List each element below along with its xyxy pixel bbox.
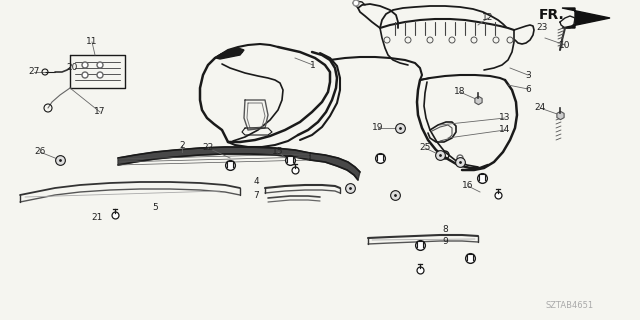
Text: 12: 12 — [483, 13, 493, 22]
Polygon shape — [310, 153, 360, 180]
Polygon shape — [562, 8, 610, 28]
Text: 26: 26 — [35, 148, 45, 156]
Text: 14: 14 — [499, 125, 511, 134]
Circle shape — [97, 72, 103, 78]
Text: 19: 19 — [372, 124, 384, 132]
Text: 2: 2 — [179, 140, 185, 149]
Text: 3: 3 — [525, 70, 531, 79]
Text: 20: 20 — [67, 63, 77, 73]
Text: 18: 18 — [454, 87, 466, 97]
Text: 16: 16 — [462, 181, 474, 190]
Text: 23: 23 — [536, 23, 548, 33]
Text: 22: 22 — [202, 143, 214, 153]
Circle shape — [353, 0, 359, 6]
Text: 21: 21 — [92, 213, 102, 222]
Circle shape — [82, 72, 88, 78]
Text: 27: 27 — [28, 68, 40, 76]
Text: 11: 11 — [86, 37, 98, 46]
Text: 7: 7 — [253, 191, 259, 201]
Text: 4: 4 — [253, 178, 259, 187]
Text: 25: 25 — [419, 143, 431, 153]
Text: 6: 6 — [525, 84, 531, 93]
Text: 10: 10 — [559, 41, 571, 50]
Text: 9: 9 — [442, 237, 448, 246]
Text: 24: 24 — [534, 103, 546, 113]
Text: 5: 5 — [152, 204, 158, 212]
Text: 17: 17 — [94, 108, 106, 116]
Circle shape — [97, 62, 103, 68]
Circle shape — [457, 155, 463, 161]
Text: 1: 1 — [310, 60, 316, 69]
Text: 8: 8 — [442, 226, 448, 235]
Text: SZTAB4651: SZTAB4651 — [546, 300, 594, 309]
Polygon shape — [216, 48, 244, 59]
Text: FR.: FR. — [540, 8, 565, 22]
Text: 13: 13 — [499, 114, 511, 123]
Circle shape — [82, 62, 88, 68]
Polygon shape — [118, 147, 310, 165]
Text: 15: 15 — [272, 148, 284, 156]
